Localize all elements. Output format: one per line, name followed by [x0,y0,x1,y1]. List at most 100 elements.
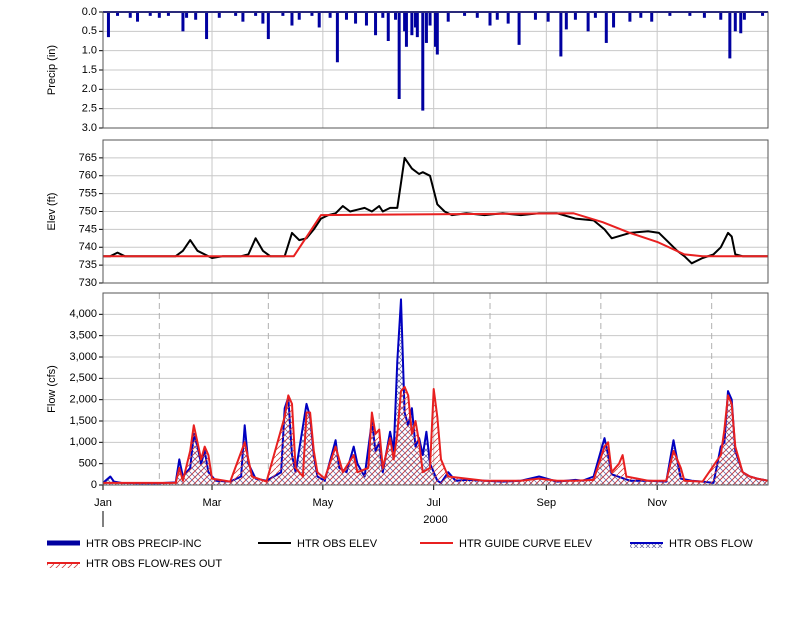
bar [261,12,265,24]
bar [593,12,597,18]
bar [628,12,632,22]
bar [517,12,521,45]
bar [546,12,550,22]
bar [604,12,608,43]
bar [344,12,348,20]
bar [374,12,378,36]
bar [475,12,479,18]
bar [254,12,258,16]
bar [205,12,209,40]
legend-label: HTR GUIDE CURVE ELEV [459,538,593,550]
y-tick-label: 2.5 [82,103,97,115]
bar [564,12,568,30]
bar [148,12,152,16]
bar [310,12,314,16]
bar [495,12,499,20]
bar [116,12,120,16]
bar [421,12,425,111]
plot-frame [102,11,769,129]
bar [185,12,189,18]
y-tick-label: 745 [79,223,97,235]
bar [435,12,439,55]
y-tick-label: 2.0 [82,83,97,95]
bar [394,12,398,20]
y-tick-label: 0.0 [82,6,97,18]
bar [410,12,414,36]
bar [404,12,408,47]
area [103,386,768,485]
bar [106,12,110,38]
legend-hatch [47,563,80,568]
bar [428,12,432,26]
bar [317,12,321,28]
bar [719,12,723,20]
x-tick-label: Mar [203,497,222,509]
y-tick-label: 1,000 [69,436,97,448]
bar [761,12,765,16]
bar [381,12,385,18]
y-tick-label: 760 [79,170,97,182]
bar [463,12,467,16]
bar [234,12,238,16]
bar [612,12,616,28]
bar [136,12,140,22]
y-axis-label: Flow (cfs) [46,365,58,413]
bar [415,12,419,38]
x-tick-label: Sep [537,497,557,509]
x-tick-label: Nov [647,497,667,509]
x-tick-label: Jul [427,497,441,509]
bar [397,12,401,99]
bar [488,12,492,26]
bar [403,12,407,32]
bar [194,12,198,20]
bar [446,12,450,22]
bar [290,12,294,26]
y-tick-label: 0.5 [82,25,97,37]
x-tick-label: May [312,497,333,509]
y-tick-label: 735 [79,259,97,271]
y-tick-label: 750 [79,205,97,217]
bar [668,12,672,16]
bar [297,12,301,20]
bar [739,12,743,34]
y-tick-label: 4,000 [69,308,97,320]
bar [386,12,390,41]
bar [181,12,185,32]
y-axis-label: Elev (ft) [46,193,58,231]
bar [414,12,418,28]
bar [742,12,746,20]
x-tick-label: Jan [94,497,112,509]
y-tick-label: 1,500 [69,415,97,427]
y-tick-label: 755 [79,188,97,200]
y-axis-label: Precip (in) [46,45,58,95]
bar [434,12,437,47]
plot-frame [102,139,769,284]
bar [586,12,590,32]
legend-label: HTR OBS ELEV [297,538,378,550]
bar [424,12,428,43]
legend-label: HTR OBS FLOW-RES OUT [86,558,222,570]
x-axis-label: 2000 [423,514,447,526]
line [103,212,768,258]
y-tick-label: 0 [91,479,97,491]
y-tick-label: 3,000 [69,351,97,363]
y-tick-label: 2,500 [69,372,97,384]
bar [559,12,563,57]
line [103,385,769,484]
legend-hatch [630,543,663,548]
bar [728,12,732,59]
bar [217,12,221,18]
bar [573,12,577,20]
bar [166,12,170,16]
y-tick-label: 740 [79,241,97,253]
bar [702,12,706,18]
bar [241,12,245,22]
bar [266,12,270,40]
bar [281,12,285,16]
y-tick-label: 765 [79,152,97,164]
y-tick-label: 1.0 [82,45,97,57]
bar [639,12,643,18]
bar [335,12,339,63]
bar [733,12,737,32]
